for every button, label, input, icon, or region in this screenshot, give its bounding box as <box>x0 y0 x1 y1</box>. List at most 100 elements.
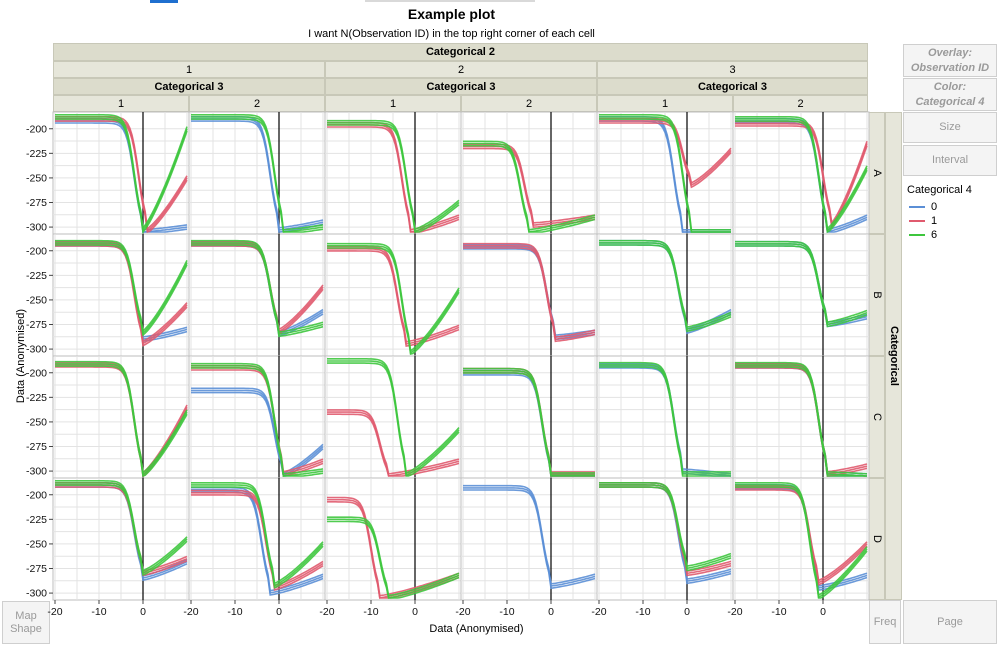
series-line-0[interactable] <box>463 246 596 339</box>
series-line-6[interactable] <box>55 365 188 478</box>
series-line-6[interactable] <box>735 118 868 233</box>
series-line-1[interactable] <box>191 489 324 587</box>
series-line-6[interactable] <box>55 484 188 577</box>
series-line-0[interactable] <box>191 389 324 477</box>
series-line-6[interactable] <box>735 245 868 328</box>
series-line-6[interactable] <box>327 124 460 233</box>
series-line-6[interactable] <box>735 481 868 597</box>
series-line-6[interactable] <box>599 242 732 331</box>
map-shape-button[interactable]: Map Shape <box>2 601 50 644</box>
cat3-title-2[interactable]: Categorical 3 <box>325 78 597 95</box>
series-line-6[interactable] <box>191 116 324 233</box>
series-line-1[interactable] <box>463 242 596 338</box>
y-tick-label: -200 <box>26 489 47 501</box>
series-line-1[interactable] <box>55 486 188 577</box>
series-line-6[interactable] <box>735 120 868 234</box>
legend-item-6[interactable]: 6 <box>909 229 937 241</box>
series-line-6[interactable] <box>55 242 188 335</box>
series-line-6[interactable] <box>327 520 460 599</box>
series-line-1[interactable] <box>735 123 868 228</box>
series-line-6[interactable] <box>599 486 732 572</box>
cat2-level-1[interactable]: 1 <box>53 61 325 78</box>
series-line-6[interactable] <box>55 482 188 574</box>
series-line-0[interactable] <box>191 387 324 475</box>
series-line-0[interactable] <box>463 487 596 587</box>
series-line-6[interactable] <box>735 240 868 324</box>
series-line-6[interactable] <box>735 366 867 477</box>
series-line-6[interactable] <box>191 118 324 233</box>
series-line-6[interactable] <box>735 243 868 326</box>
series-line-0[interactable] <box>463 243 596 336</box>
series-line-6[interactable] <box>599 239 732 328</box>
series-line-6[interactable] <box>327 119 460 231</box>
series-line-6[interactable] <box>55 118 188 234</box>
series-line-6[interactable] <box>599 481 732 568</box>
series-line-6[interactable] <box>55 363 188 477</box>
series-line-6[interactable] <box>735 116 868 231</box>
series-line-0[interactable] <box>463 489 596 590</box>
series-line-6[interactable] <box>599 116 731 233</box>
size-button[interactable]: Size <box>903 112 997 143</box>
series-line-6[interactable] <box>191 244 324 338</box>
series-line-6[interactable] <box>463 372 595 477</box>
series-line-6[interactable] <box>463 142 596 233</box>
color-zone[interactable]: Color: Categorical 4 <box>903 78 997 111</box>
series-line-6[interactable] <box>55 114 188 230</box>
series-line-6[interactable] <box>327 516 460 597</box>
series-line-0[interactable] <box>463 484 596 585</box>
cat3-title-1[interactable]: Categorical 3 <box>53 78 325 95</box>
series-line-6[interactable] <box>55 244 188 337</box>
series-line-6[interactable] <box>327 357 460 475</box>
interval-button[interactable]: Interval <box>903 145 997 176</box>
series-line-6[interactable] <box>463 369 595 476</box>
page-button[interactable]: Page <box>903 600 997 644</box>
series-line-6[interactable] <box>463 367 595 474</box>
series-line-6[interactable] <box>327 518 460 599</box>
active-tab-indicator[interactable] <box>150 0 178 3</box>
series-line-1[interactable] <box>599 120 732 187</box>
series-line-6[interactable] <box>55 116 188 233</box>
series-line-1[interactable] <box>599 122 732 189</box>
series-line-1[interactable] <box>735 125 868 230</box>
series-line-6[interactable] <box>191 114 324 231</box>
legend-item-0[interactable]: 0 <box>909 201 937 213</box>
cat2-level-3[interactable]: 3 <box>597 61 868 78</box>
series-line-6[interactable] <box>599 484 732 570</box>
series-line-6[interactable] <box>55 479 188 572</box>
series-line-6[interactable] <box>599 244 732 333</box>
series-line-1[interactable] <box>55 245 188 347</box>
series-line-6[interactable] <box>55 360 188 475</box>
series-line-6[interactable] <box>191 367 324 477</box>
series-line-1[interactable] <box>463 247 596 343</box>
series-line-6[interactable] <box>599 114 731 231</box>
series-line-1[interactable] <box>327 496 460 597</box>
series-line-6[interactable] <box>191 362 324 475</box>
series-line-1[interactable] <box>735 365 868 475</box>
series-line-1[interactable] <box>327 411 460 477</box>
series-line-1[interactable] <box>327 409 460 475</box>
cat3-title-3[interactable]: Categorical 3 <box>597 78 868 95</box>
series-line-6[interactable] <box>191 365 324 477</box>
group-x-title[interactable]: Categorical 2 <box>53 43 868 61</box>
series-line-6[interactable] <box>327 242 460 353</box>
overlay-zone[interactable]: Overlay: Observation ID <box>903 44 997 77</box>
legend-item-1[interactable]: 1 <box>909 215 937 227</box>
series-line-1[interactable] <box>735 362 868 473</box>
series-line-6[interactable] <box>191 242 324 335</box>
series-line-1[interactable] <box>463 245 596 340</box>
series-line-6[interactable] <box>599 361 731 473</box>
series-line-0[interactable] <box>463 248 596 341</box>
series-line-6[interactable] <box>463 140 596 231</box>
series-line-6[interactable] <box>327 122 460 233</box>
series-line-0[interactable] <box>55 122 188 233</box>
group-y-title[interactable]: Categorical <box>885 112 902 600</box>
freq-button[interactable]: Freq <box>869 600 901 644</box>
series-line-6[interactable] <box>55 239 188 333</box>
series-line-6[interactable] <box>735 364 868 477</box>
x-tick-label: -20 <box>455 606 470 618</box>
series-line-6[interactable] <box>735 361 868 475</box>
series-line-6[interactable] <box>191 239 324 333</box>
cat2-level-2[interactable]: 2 <box>325 61 597 78</box>
series-line-6[interactable] <box>191 481 324 585</box>
